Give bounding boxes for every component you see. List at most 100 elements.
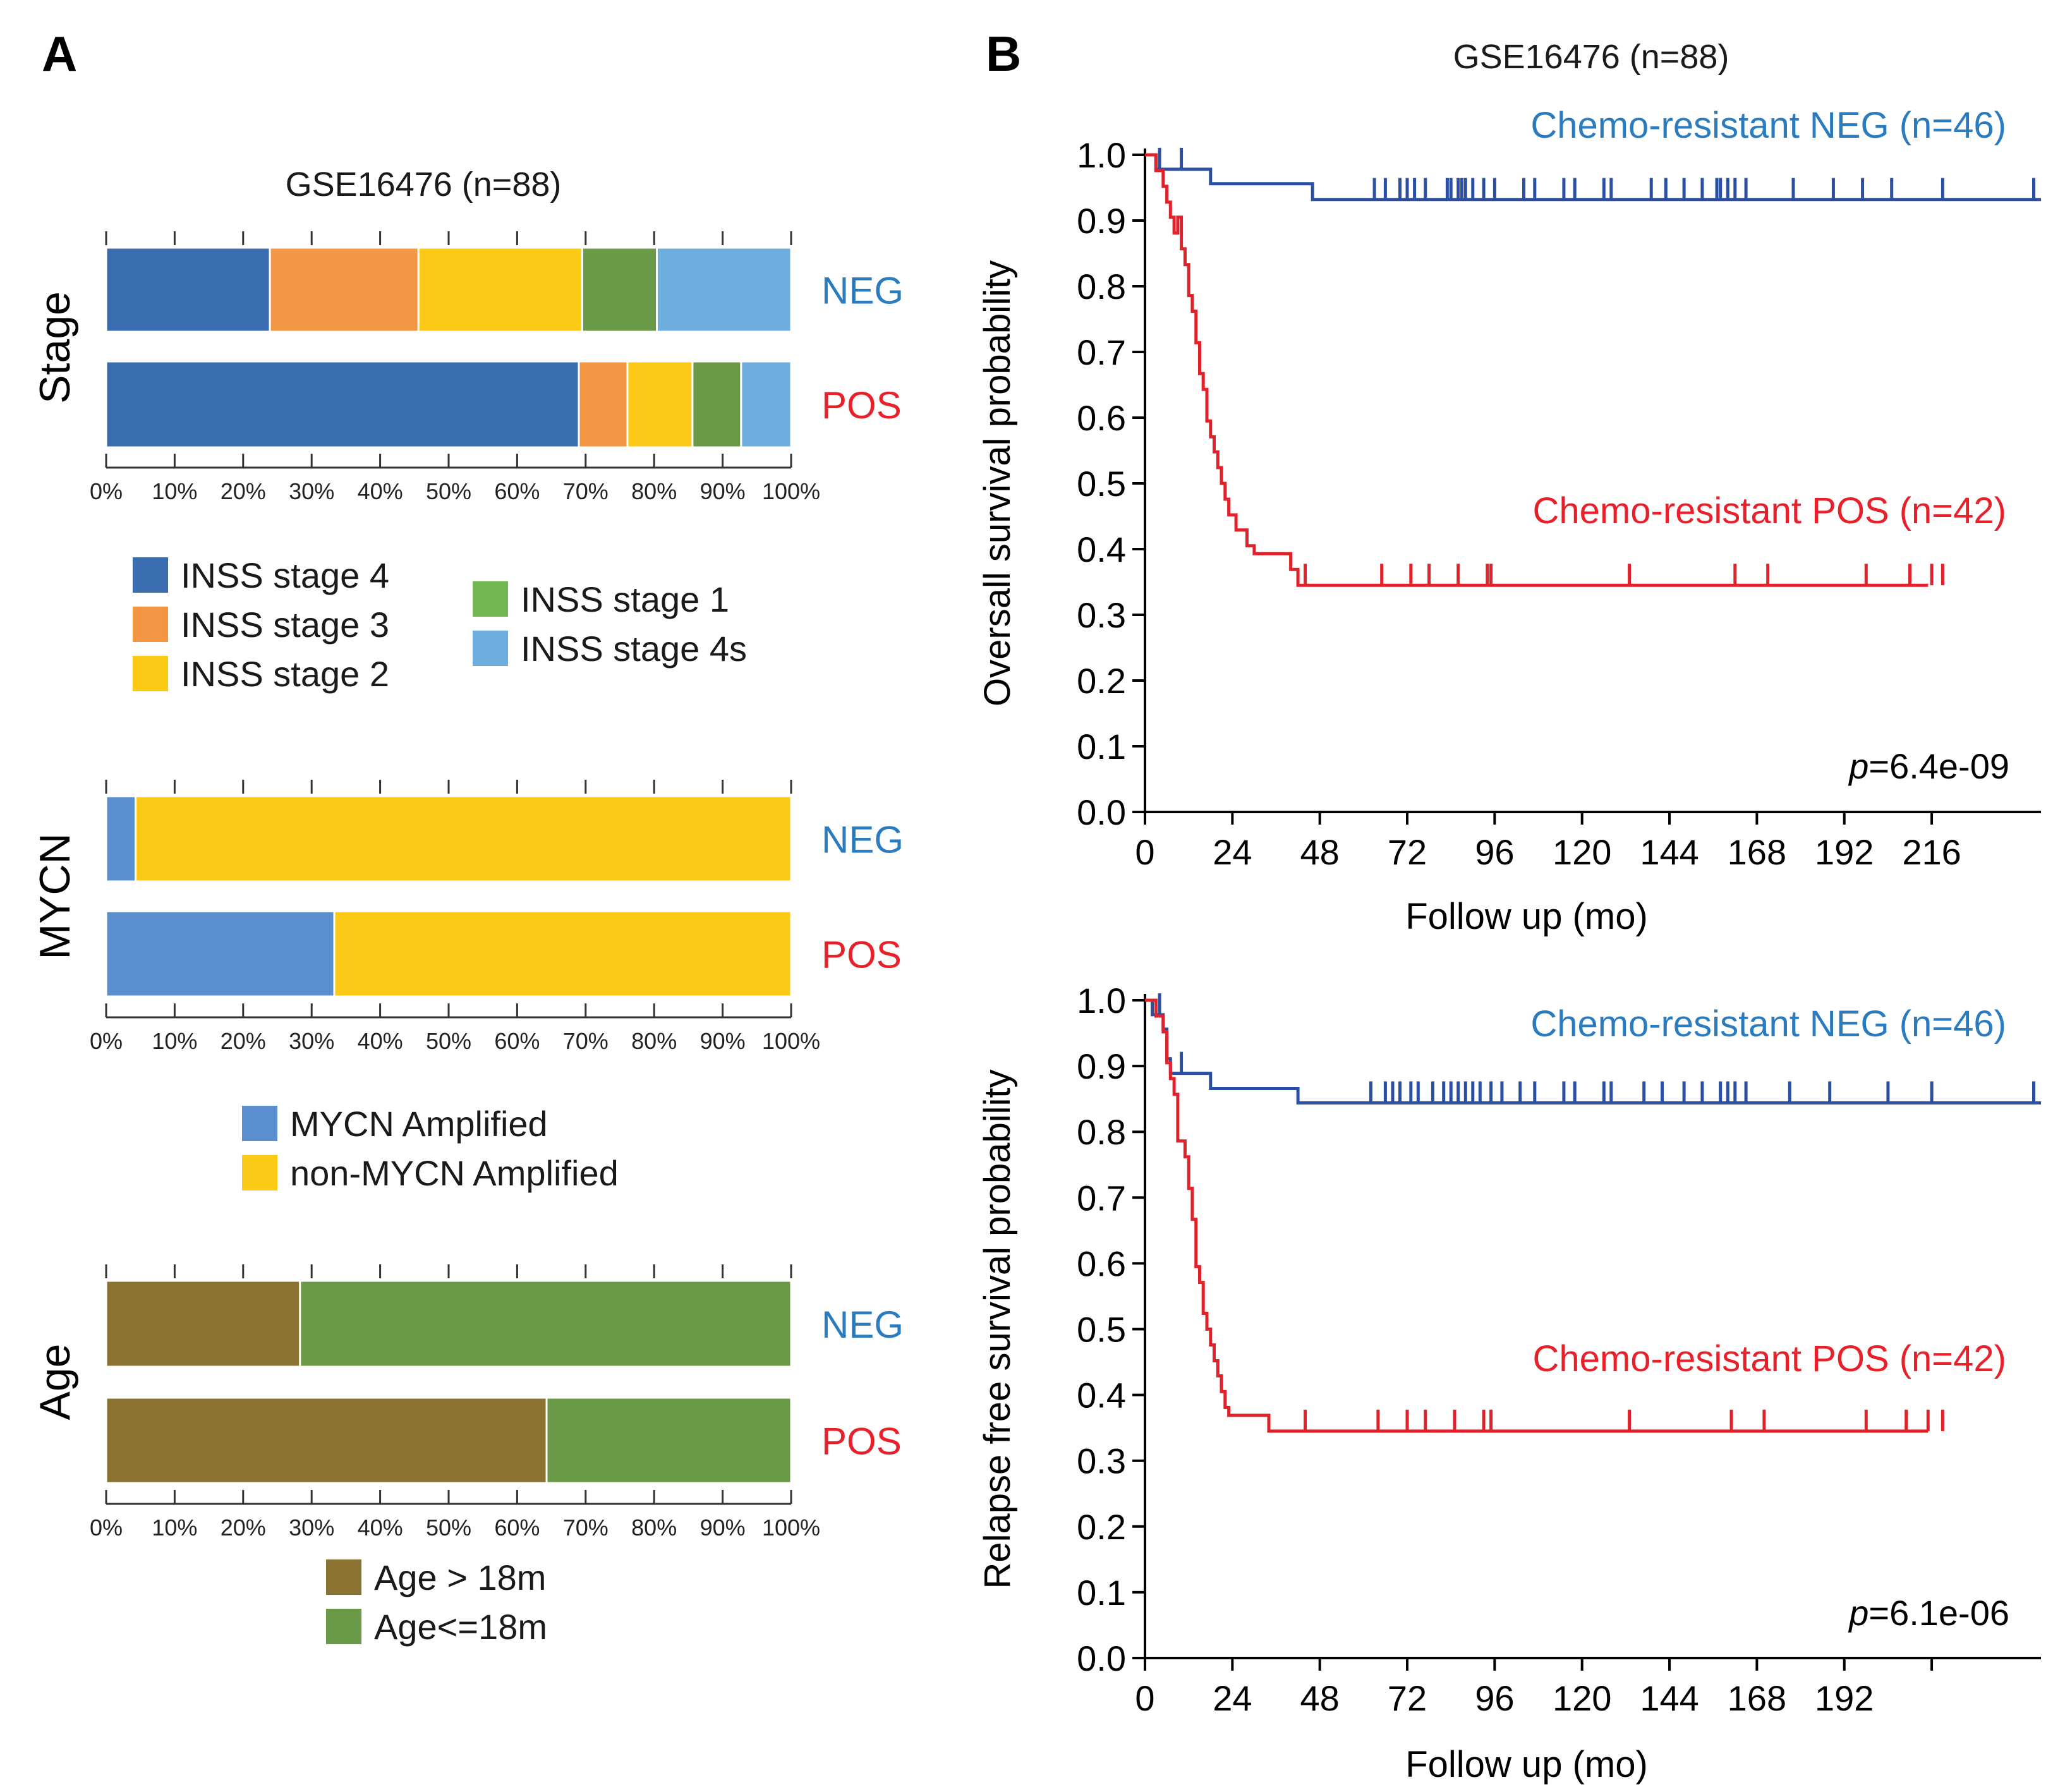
age-group-label-pos: POS bbox=[821, 1420, 902, 1463]
age-x-tick-label: 50% bbox=[426, 1515, 471, 1541]
os-y-tick-label: 0.6 bbox=[1077, 398, 1126, 438]
legend-age-under-18m-label: Age<=18m bbox=[374, 1607, 547, 1647]
mycn-x-tick-label: 0% bbox=[90, 1028, 123, 1054]
os-x-tick-label: 120 bbox=[1553, 832, 1611, 872]
mycn-x-tick-label: 50% bbox=[426, 1028, 471, 1054]
os-p-number: =6.4e-09 bbox=[1868, 746, 2009, 786]
age-x-tick-label: 20% bbox=[221, 1515, 266, 1541]
mycn-legend: MYCN Amplified non-MYCN Amplified bbox=[242, 1104, 619, 1193]
os-p-symbol: p bbox=[1848, 746, 1868, 786]
age-x-tick-label: 10% bbox=[152, 1515, 197, 1541]
legend-stage-3-label: INSS stage 3 bbox=[181, 605, 389, 645]
rfs-x-tick-label: 120 bbox=[1553, 1678, 1611, 1718]
stage-bar-chart: Stage NEG POS 0% 10% 20% 30% 40% 50% 60% 70% 80% 90%… bbox=[31, 231, 904, 504]
panel-b: B GSE16476 (n=88) 0.0 0.1 0.2 0.3 0.4 0.5 0.6 0.7… bbox=[977, 26, 2041, 1785]
os-x-tick-label: 168 bbox=[1728, 832, 1786, 872]
os-x-tick-label: 48 bbox=[1300, 832, 1340, 872]
stage-bar-neg-inss-stage-1 bbox=[581, 246, 658, 333]
stage-x-tick-label: 70% bbox=[563, 478, 609, 504]
os-x-axis-label: Follow up (mo) bbox=[1405, 896, 1648, 937]
os-x-tick-label: 216 bbox=[1902, 832, 1961, 872]
age-legend: Age > 18m Age<=18m bbox=[326, 1558, 547, 1647]
os-y-tick-label: 0.5 bbox=[1077, 464, 1126, 504]
stage-x-tick-label: 60% bbox=[494, 478, 540, 504]
legend-non-mycn-amplified-label: non-MYCN Amplified bbox=[290, 1153, 619, 1193]
rfs-x-tick-label: 192 bbox=[1815, 1678, 1874, 1718]
stage-bar-neg-inss-stage-4 bbox=[105, 246, 271, 333]
rfs-x-tick-label: 0 bbox=[1135, 1678, 1154, 1718]
age-bar-chart: Age NEG POS 0% 10% 20% 30% 40% 50% 60% 70% 80% 90% 10… bbox=[31, 1264, 904, 1541]
age-x-tick-label: 90% bbox=[700, 1515, 746, 1541]
rfs-km-plot: 0.0 0.1 0.2 0.3 0.4 0.5 0.6 0.7 0.8 0.9 1.0 0 24 48 72… bbox=[977, 981, 2041, 1785]
os-y-tick-label: 0.0 bbox=[1077, 792, 1126, 832]
rfs-y-tick-label: 0.1 bbox=[1077, 1573, 1126, 1613]
stage-bar-pos-inss-stage-1 bbox=[691, 360, 742, 449]
os-y-tick-label: 0.8 bbox=[1077, 267, 1126, 306]
os-x-tick-label: 0 bbox=[1135, 832, 1154, 872]
rfs-y-tick-label: 0.3 bbox=[1077, 1441, 1126, 1481]
os-x-tick-label: 96 bbox=[1475, 832, 1514, 872]
os-km-plot: 0.0 0.1 0.2 0.3 0.4 0.5 0.6 0.7 0.8 0.9 1.0 0 24 48 72… bbox=[977, 105, 2041, 937]
os-y-tick-label: 0.7 bbox=[1077, 332, 1126, 372]
rfs-y-tick-label: 0.0 bbox=[1077, 1638, 1126, 1678]
mycn-bar-chart: MYCN NEG POS 0% 10% 20% 30% 40% 50% 60% 70% 80% 90% 1… bbox=[31, 780, 904, 1054]
os-x-tick-label: 192 bbox=[1815, 832, 1874, 872]
rfs-x-tick-label: 168 bbox=[1728, 1678, 1786, 1718]
mycn-x-tick-label: 100% bbox=[762, 1028, 820, 1054]
stage-group-label-neg: NEG bbox=[821, 270, 904, 312]
rfs-series-label-pos: Chemo-resistant POS (n=42) bbox=[1533, 1338, 2006, 1379]
age-x-tick-label: 100% bbox=[762, 1515, 820, 1541]
panel-a-title: GSE16476 (n=88) bbox=[286, 166, 562, 203]
legend-mycn-amplified-swatch bbox=[242, 1106, 277, 1141]
legend-stage-1-swatch bbox=[473, 581, 508, 617]
os-y-tick-label: 0.1 bbox=[1077, 727, 1126, 766]
rfs-y-tick-label: 0.9 bbox=[1077, 1046, 1126, 1086]
rfs-curve-pos bbox=[1145, 998, 1929, 1433]
stage-legend: INSS stage 4 INSS stage 3 INSS stage 2 INSS… bbox=[133, 555, 747, 694]
os-y-tick-label: 0.9 bbox=[1077, 201, 1126, 241]
stage-x-tick-label: 20% bbox=[221, 478, 266, 504]
rfs-curve-neg bbox=[1145, 998, 2041, 1105]
age-x-tick-label: 70% bbox=[563, 1515, 609, 1541]
stage-x-tick-label: 30% bbox=[289, 478, 334, 504]
os-p-value: p=6.4e-09 bbox=[1848, 746, 2009, 786]
age-x-tick-label: 30% bbox=[289, 1515, 334, 1541]
os-y-tick-label: 0.3 bbox=[1077, 595, 1126, 635]
rfs-x-axis-label: Follow up (mo) bbox=[1405, 1744, 1648, 1785]
rfs-p-value: p=6.1e-06 bbox=[1848, 1593, 2009, 1633]
os-x-tick-label: 72 bbox=[1388, 832, 1427, 872]
legend-stage-2-label: INSS stage 2 bbox=[181, 654, 389, 694]
os-y-tick-label: 0.2 bbox=[1077, 661, 1126, 701]
age-x-tick-label: 40% bbox=[358, 1515, 403, 1541]
stage-x-tick-label: 0% bbox=[90, 478, 123, 504]
rfs-x-tick-label: 24 bbox=[1213, 1678, 1252, 1718]
os-x-tick-label: 24 bbox=[1213, 832, 1252, 872]
mycn-x-tick-label: 40% bbox=[358, 1028, 403, 1054]
stage-bar-pos-inss-stage-4 bbox=[105, 360, 580, 449]
rfs-x-tick-label: 72 bbox=[1388, 1678, 1427, 1718]
stage-x-tick-label: 50% bbox=[426, 478, 471, 504]
legend-stage-4-label: INSS stage 4 bbox=[181, 555, 389, 595]
panel-a-label: A bbox=[42, 26, 77, 82]
legend-age-over-18m-swatch bbox=[326, 1559, 361, 1595]
os-curve-pos bbox=[1145, 153, 1929, 587]
mycn-x-tick-label: 20% bbox=[221, 1028, 266, 1054]
stage-x-tick-label: 90% bbox=[700, 478, 746, 504]
mycn-x-tick-label: 30% bbox=[289, 1028, 334, 1054]
rfs-y-tick-label: 0.5 bbox=[1077, 1310, 1126, 1350]
os-series-label-neg: Chemo-resistant NEG (n=46) bbox=[1530, 105, 2006, 146]
mycn-bar-pos-mycn-amplified bbox=[105, 910, 336, 998]
legend-stage-3-swatch bbox=[133, 607, 168, 642]
mycn-x-tick-label: 10% bbox=[152, 1028, 197, 1054]
stage-x-tick-label: 80% bbox=[631, 478, 677, 504]
stage-x-tick-label: 10% bbox=[152, 478, 197, 504]
mycn-bar-neg-non-mycn-amplified bbox=[135, 795, 792, 883]
mycn-axis-label: MYCN bbox=[31, 833, 79, 959]
rfs-x-tick-label: 96 bbox=[1475, 1678, 1514, 1718]
stage-x-tick-label: 100% bbox=[762, 478, 820, 504]
panel-b-label: B bbox=[986, 26, 1021, 82]
rfs-x-tick-label: 144 bbox=[1640, 1678, 1699, 1718]
stage-bar-neg-inss-stage-4s bbox=[656, 246, 792, 333]
age-bar-pos-age-18m bbox=[545, 1396, 792, 1484]
legend-non-mycn-amplified-swatch bbox=[242, 1155, 277, 1190]
